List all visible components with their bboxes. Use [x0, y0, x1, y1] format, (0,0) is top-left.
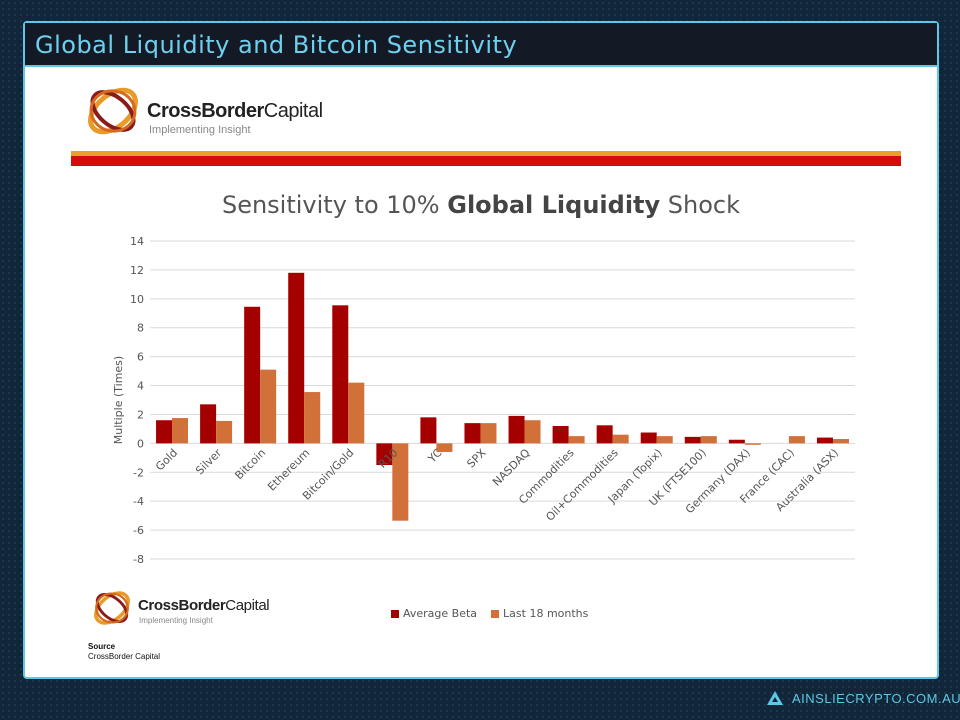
footer-site: AINSLIECRYPTO.COM.AU: [792, 690, 960, 706]
legend-item: Last 18 months: [491, 607, 588, 620]
crossborder-logo-icon: [88, 87, 138, 135]
brand-tagline: Implementing Insight: [149, 124, 251, 136]
bar-last-18-months: [172, 418, 189, 444]
bar-average-beta: [332, 305, 349, 444]
crossborder-logo-small-icon: [94, 591, 130, 625]
source-note: Source CrossBorder Capital: [88, 642, 161, 661]
y-tick-label: -2: [133, 466, 144, 479]
y-tick-label: 12: [130, 264, 144, 277]
bar-average-beta: [508, 415, 525, 444]
ainslie-logo-icon: [767, 691, 783, 705]
bar-average-beta: [552, 426, 569, 444]
x-tick-label: Ethereum: [265, 446, 312, 493]
bar-chart: 14 12 10 8 6 4 2 0 -2 -4 -6 -8 Multiple (Times) Gold S…: [112, 235, 855, 566]
y-tick-label: 0: [137, 437, 144, 450]
brand-name-small: CrossBorderCapital: [138, 597, 270, 614]
bar-average-beta: [200, 404, 217, 444]
bar-average-beta: [816, 437, 833, 444]
y-tick-label: -4: [133, 495, 144, 508]
slide: Global Liquidity and Bitcoin Sensitivity…: [23, 21, 939, 679]
bar-last-18-months: [392, 443, 409, 521]
bar-last-18-months: [304, 392, 321, 444]
bar-average-beta: [156, 420, 173, 444]
x-tick-label: SPX: [464, 446, 488, 470]
y-tick-label: 4: [137, 380, 144, 393]
bar-average-beta: [728, 439, 745, 444]
bar-last-18-months: [348, 382, 365, 444]
brand-tagline-small: Implementing Insight: [139, 616, 213, 625]
bar-average-beta: [464, 423, 481, 444]
x-tick-label: Gold: [153, 446, 180, 473]
slide-title: Global Liquidity and Bitcoin Sensitivity: [35, 31, 518, 59]
bar-last-18-months: [480, 423, 497, 444]
bar-average-beta: [684, 436, 701, 444]
chart-title: Sensitivity to 10% Global Liquidity Shoc…: [221, 191, 741, 219]
bar-average-beta: [420, 417, 437, 444]
divider-red: [71, 156, 901, 166]
bar-last-18-months: [832, 439, 849, 444]
y-tick-label: 8: [137, 322, 144, 335]
bar-last-18-months: [216, 420, 233, 444]
bar-average-beta: [596, 425, 613, 444]
bar-last-18-months: [612, 434, 629, 444]
bar-average-beta: [288, 272, 305, 444]
bar-last-18-months: [744, 443, 761, 445]
bar-last-18-months: [436, 443, 453, 453]
y-tick-label: -6: [133, 524, 144, 537]
y-tick-label: 6: [137, 351, 144, 364]
title-bar: Global Liquidity and Bitcoin Sensitivity: [25, 23, 937, 67]
bar-last-18-months: [524, 420, 541, 444]
bar-last-18-months: [656, 436, 673, 444]
divider-orange: [71, 151, 901, 156]
brand-name: CrossBorderCapital: [147, 100, 323, 122]
legend-item: Average Beta: [391, 607, 477, 620]
y-axis-label: Multiple (Times): [112, 356, 125, 444]
x-tick-label: NASDAQ: [490, 446, 533, 489]
bar-last-18-months: [568, 436, 585, 444]
y-tick-label: 10: [130, 293, 144, 306]
bar-average-beta: [376, 443, 393, 466]
y-tick-label: 2: [137, 408, 144, 421]
y-tick-label: -8: [133, 553, 144, 566]
bar-last-18-months: [700, 436, 717, 444]
footer-link[interactable]: AINSLIECRYPTO.COM.AU: [766, 690, 960, 706]
chart-legend: Average Beta Last 18 months: [391, 607, 588, 620]
bar-last-18-months: [260, 369, 277, 444]
x-tick-label: Bitcoin: [232, 446, 268, 482]
bar-average-beta: [640, 432, 657, 444]
bar-last-18-months: [788, 436, 805, 444]
bar-average-beta: [244, 306, 261, 444]
y-tick-label: 14: [130, 235, 144, 248]
